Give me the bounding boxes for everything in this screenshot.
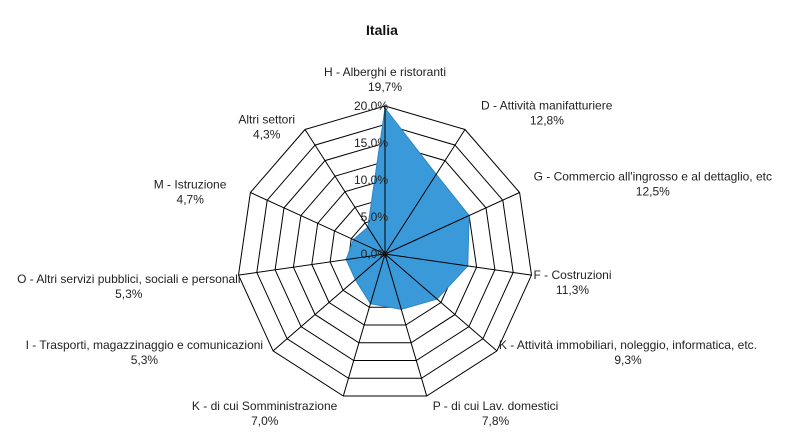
- tick-label: 5,0%: [361, 210, 389, 224]
- grid-spoke: [272, 253, 386, 352]
- category-name: P - di cui Lav. domestici: [433, 399, 559, 413]
- grid-spoke: [250, 192, 386, 255]
- chart-title: Italia: [366, 22, 398, 38]
- grid-spoke: [384, 253, 428, 397]
- radar-spokes: [238, 106, 532, 397]
- category-name: I - Trasporti, magazzinaggio e comunicaz…: [26, 338, 263, 352]
- grid-spoke: [384, 129, 466, 255]
- category-label: O - Altri servizi pubblici, sociali e pe…: [17, 272, 240, 301]
- tick-label: 10,0%: [354, 173, 388, 187]
- category-value-label: 7,0%: [251, 414, 279, 428]
- category-name: D - Attività manifatturiere: [481, 99, 613, 113]
- grid-spoke: [238, 253, 386, 276]
- grid-spoke: [304, 129, 386, 255]
- category-label: G - Commercio all'ingrosso e al dettagli…: [534, 170, 772, 199]
- grid-spoke: [384, 192, 520, 255]
- category-value-label: 5,3%: [115, 287, 143, 301]
- radial-tick-labels: 0,0% 5,0% 10,0% 15,0% 20,0%: [354, 99, 388, 261]
- grid-ring: [274, 142, 496, 361]
- category-value-label: 9,3%: [614, 353, 642, 367]
- category-value-label: 4,3%: [253, 128, 281, 142]
- category-name: K - di cui Somministrazione: [192, 399, 338, 413]
- category-name: F - Costruzioni: [534, 268, 612, 282]
- category-name: H - Alberghi e ristoranti: [324, 65, 446, 79]
- tick-label: 15,0%: [354, 136, 388, 150]
- category-value-label: 12,8%: [530, 114, 564, 128]
- category-value-label: 11,3%: [556, 283, 589, 297]
- category-value-label: 7,8%: [482, 414, 510, 428]
- category-label: I - Trasporti, magazzinaggio e comunicaz…: [26, 338, 263, 367]
- tick-label: 0,0%: [361, 247, 389, 261]
- data-area: [345, 106, 470, 310]
- category-value-label: 4,7%: [177, 193, 205, 207]
- category-name: G - Commercio all'ingrosso e al dettagli…: [534, 170, 772, 184]
- category-label: K - Attività immobiliari, noleggio, info…: [499, 338, 757, 367]
- grid-ring: [237, 105, 533, 397]
- category-name: M - Istruzione: [154, 178, 227, 192]
- category-value-label: 5,3%: [131, 353, 159, 367]
- category-name: K - Attività immobiliari, noleggio, info…: [499, 338, 757, 352]
- category-value-label: 12,5%: [636, 185, 670, 199]
- grid-spoke: [342, 253, 386, 397]
- category-name: O - Altri servizi pubblici, sociali e pe…: [17, 272, 240, 286]
- tick-label: 20,0%: [354, 99, 388, 113]
- grid-spoke: [384, 253, 498, 352]
- grid-spoke: [384, 253, 532, 276]
- category-value-label: 19,7%: [368, 80, 402, 94]
- category-name: Altri settori: [238, 113, 295, 127]
- grid-ring: [256, 123, 514, 379]
